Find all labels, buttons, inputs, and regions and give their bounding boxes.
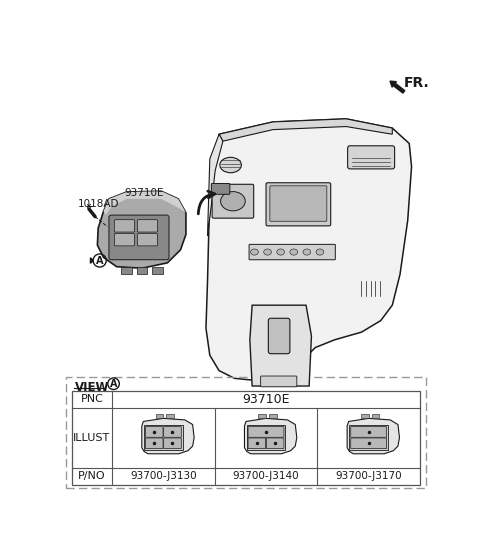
Text: ILLUST: ILLUST bbox=[73, 433, 110, 443]
FancyBboxPatch shape bbox=[212, 184, 254, 218]
Polygon shape bbox=[142, 418, 194, 454]
FancyBboxPatch shape bbox=[114, 220, 134, 232]
FancyBboxPatch shape bbox=[211, 183, 230, 194]
Text: 93710E: 93710E bbox=[242, 393, 290, 406]
Ellipse shape bbox=[251, 249, 258, 255]
FancyBboxPatch shape bbox=[248, 438, 265, 449]
Bar bbox=[258, 414, 266, 418]
Bar bbox=[269, 414, 277, 418]
Text: PNC: PNC bbox=[81, 394, 103, 404]
Bar bbox=[137, 268, 147, 274]
Text: 1018AD: 1018AD bbox=[78, 199, 120, 209]
Polygon shape bbox=[144, 425, 182, 450]
Bar bbox=[156, 414, 163, 418]
FancyArrow shape bbox=[90, 258, 94, 263]
FancyBboxPatch shape bbox=[268, 318, 290, 353]
Polygon shape bbox=[206, 119, 411, 381]
FancyBboxPatch shape bbox=[249, 244, 336, 260]
FancyBboxPatch shape bbox=[348, 146, 395, 169]
FancyBboxPatch shape bbox=[137, 220, 157, 232]
Polygon shape bbox=[219, 119, 392, 141]
Bar bbox=[372, 414, 380, 418]
Ellipse shape bbox=[221, 192, 245, 211]
FancyArrow shape bbox=[390, 81, 405, 93]
Text: 93700-J3140: 93700-J3140 bbox=[233, 471, 300, 481]
FancyBboxPatch shape bbox=[164, 438, 181, 449]
Polygon shape bbox=[347, 418, 399, 454]
Text: P/NO: P/NO bbox=[78, 471, 106, 481]
FancyBboxPatch shape bbox=[164, 427, 181, 437]
FancyBboxPatch shape bbox=[266, 438, 284, 449]
Bar bbox=[152, 268, 163, 274]
Ellipse shape bbox=[220, 157, 241, 173]
FancyBboxPatch shape bbox=[137, 234, 157, 246]
FancyBboxPatch shape bbox=[351, 427, 386, 437]
Text: 93700-J3170: 93700-J3170 bbox=[336, 471, 402, 481]
Text: 93700-J3130: 93700-J3130 bbox=[130, 471, 197, 481]
FancyBboxPatch shape bbox=[248, 427, 284, 437]
FancyBboxPatch shape bbox=[109, 215, 169, 260]
Bar bbox=[167, 414, 174, 418]
Polygon shape bbox=[349, 425, 388, 450]
Polygon shape bbox=[247, 425, 285, 450]
FancyBboxPatch shape bbox=[145, 438, 163, 449]
FancyBboxPatch shape bbox=[261, 376, 297, 387]
Polygon shape bbox=[207, 134, 223, 236]
FancyBboxPatch shape bbox=[266, 183, 331, 226]
Text: VIEW: VIEW bbox=[75, 381, 109, 394]
FancyBboxPatch shape bbox=[114, 234, 134, 246]
FancyBboxPatch shape bbox=[351, 438, 386, 449]
Polygon shape bbox=[97, 191, 186, 268]
Bar bbox=[66, 377, 426, 489]
Text: 93710E: 93710E bbox=[124, 188, 164, 198]
Polygon shape bbox=[244, 418, 297, 454]
FancyBboxPatch shape bbox=[145, 427, 163, 437]
Polygon shape bbox=[250, 305, 312, 386]
Text: A: A bbox=[110, 379, 117, 389]
Ellipse shape bbox=[277, 249, 285, 255]
Text: A: A bbox=[96, 255, 104, 265]
Ellipse shape bbox=[316, 249, 324, 255]
Ellipse shape bbox=[264, 249, 271, 255]
Ellipse shape bbox=[303, 249, 311, 255]
Bar bbox=[121, 268, 132, 274]
FancyBboxPatch shape bbox=[270, 186, 327, 221]
Bar bbox=[361, 414, 369, 418]
Text: FR.: FR. bbox=[404, 76, 430, 90]
Polygon shape bbox=[104, 191, 186, 215]
Ellipse shape bbox=[290, 249, 298, 255]
